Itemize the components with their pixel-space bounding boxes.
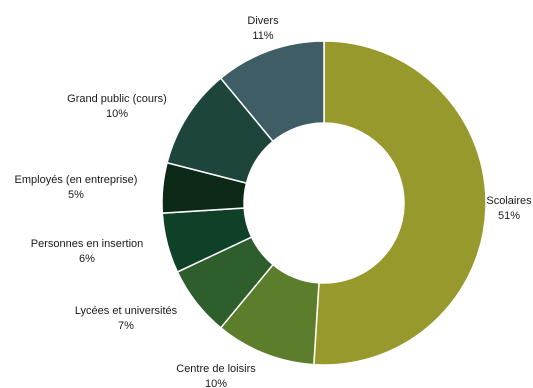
slice-label-value: 11% bbox=[252, 30, 273, 42]
slice-label-name: Divers bbox=[247, 15, 279, 27]
slice-label-value: 10% bbox=[106, 108, 128, 120]
slice-label-value: 5% bbox=[68, 189, 84, 201]
slice-7 bbox=[219, 40, 325, 143]
slice-label-value: 51% bbox=[498, 210, 520, 222]
slice-label-name: Lycées et universités bbox=[75, 305, 178, 317]
slice-label-name: Grand public (cours) bbox=[67, 93, 167, 105]
donut-slices bbox=[161, 40, 487, 366]
slice-label-name: Centre de loisirs bbox=[176, 363, 256, 375]
slice-1 bbox=[313, 40, 487, 366]
slice-label-value: 6% bbox=[79, 253, 95, 265]
data-labels: Scolaires 51% Centre de loisirs 10% Lycées e… bbox=[15, 15, 533, 388]
slice-label-value: 10% bbox=[205, 378, 227, 388]
slice-label-name: Personnes en insertion bbox=[31, 238, 144, 250]
slice-label-name: Scolaires bbox=[486, 195, 532, 207]
slice-label-value: 7% bbox=[118, 320, 134, 332]
slice-label-name: Employés (en entreprise) bbox=[15, 174, 138, 186]
